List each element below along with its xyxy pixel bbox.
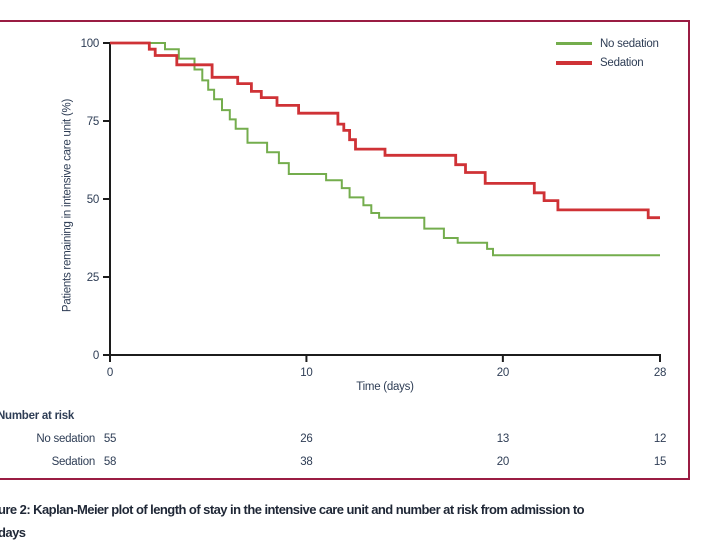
risk-row-label: Sedation: [51, 456, 96, 468]
legend-item-no-sedation: No sedation: [556, 36, 659, 51]
figure-frame: [0, 20, 690, 480]
legend-label-no-sedation: No sedation: [600, 37, 659, 50]
series-no-sedation-curve: [110, 42, 660, 257]
y-axis-title: Patients remaining in intensive care uni…: [61, 98, 74, 313]
risk-value: 26: [300, 433, 313, 445]
figure-caption: ure 2: Kaplan-Meier plot of length of st…: [0, 498, 720, 540]
risk-row-no-sedation: No sedation 55 26 13 12: [0, 433, 720, 449]
risk-value: 38: [300, 456, 313, 468]
risk-value: 12: [653, 433, 667, 445]
sedation-line-swatch: [556, 60, 592, 65]
legend-label-sedation: Sedation: [600, 56, 644, 69]
risk-row-label: No sedation: [36, 433, 95, 445]
caption-line1: ure 2: Kaplan-Meier plot of length of st…: [0, 502, 585, 517]
risk-value: 15: [653, 456, 667, 468]
risk-table-heading: Number at risk: [0, 410, 75, 422]
series-sedation-curve: [110, 41, 660, 220]
no-sedation-line-swatch: [556, 42, 592, 45]
risk-row-sedation: Sedation 58 38 20 15: [0, 456, 720, 472]
risk-value: 58: [103, 456, 117, 468]
risk-value: 55: [103, 433, 117, 445]
axes: [109, 43, 661, 356]
x-tick-label: 20: [497, 367, 509, 379]
x-axis-title: Time (days): [356, 381, 414, 393]
legend-item-sedation: Sedation: [556, 55, 659, 70]
risk-value: 20: [496, 456, 510, 468]
x-tick-label: 10: [300, 367, 312, 379]
risk-value: 13: [496, 433, 510, 445]
y-tick-label: 0: [93, 350, 99, 362]
y-tick-label: 50: [87, 194, 99, 206]
x-tick-label: 0: [107, 367, 113, 379]
y-tick-label: 75: [87, 116, 99, 128]
legend: No sedation Sedation: [556, 36, 659, 74]
y-tick-label: 25: [87, 272, 99, 284]
caption-line2: days: [0, 525, 26, 540]
x-tick-label: 28: [654, 367, 666, 379]
y-tick-label: 100: [81, 38, 99, 50]
